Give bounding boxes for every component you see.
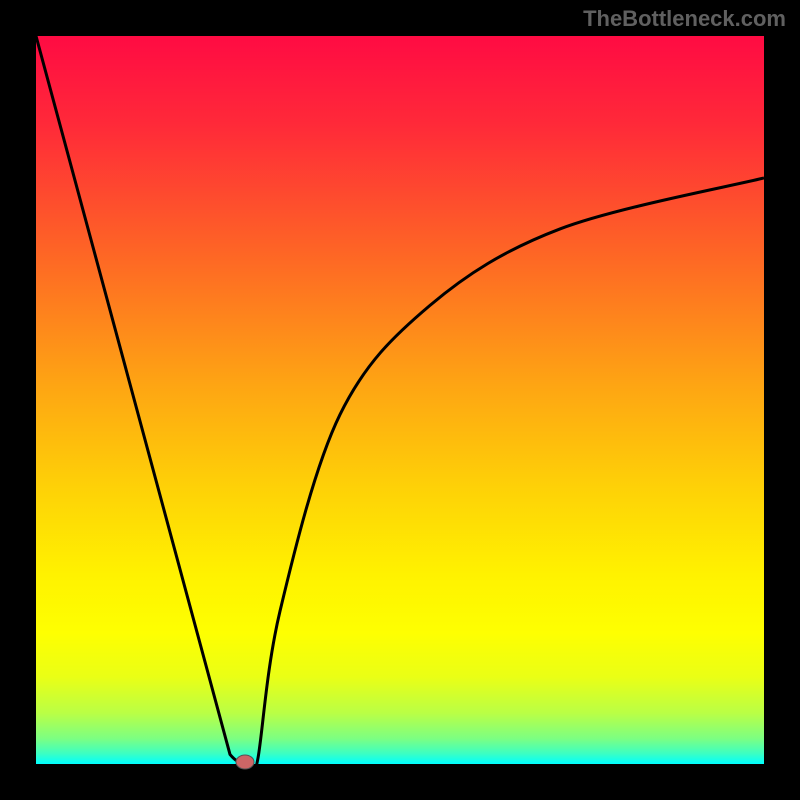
plot-background — [36, 36, 764, 764]
bottleneck-chart — [0, 0, 800, 800]
watermark-text: TheBottleneck.com — [583, 6, 786, 32]
minimum-marker — [236, 755, 254, 769]
chart-container: TheBottleneck.com — [0, 0, 800, 800]
